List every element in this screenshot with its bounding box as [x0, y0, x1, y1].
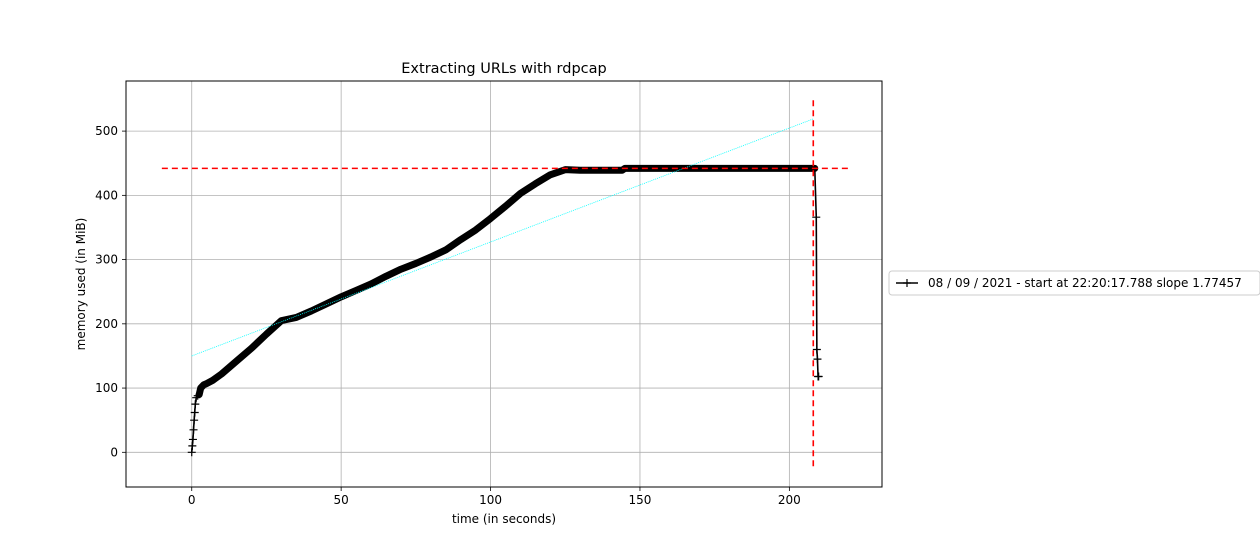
data-point-marker [812, 345, 821, 354]
x-tick-label: 0 [188, 493, 196, 507]
chart-title: Extracting URLs with rdpcap [401, 61, 606, 77]
data-point-marker [189, 425, 198, 434]
x-tick-label: 100 [479, 493, 502, 507]
legend-frame [888, 270, 1260, 296]
y-tick-label: 300 [95, 253, 118, 267]
plot-frame [125, 80, 883, 488]
axis-ticks: 0 50 100 150 200 0 100 200 300 400 500 [95, 124, 801, 507]
data-point-marker [814, 372, 823, 381]
y-tick-label: 100 [95, 381, 118, 395]
data-point-marker [191, 400, 200, 409]
x-axis-label: time (in seconds) [452, 512, 556, 526]
legend-label: 08 / 09 / 2021 - start at 22:20:17.788 s… [928, 276, 1242, 290]
data-point-marker [188, 435, 197, 444]
x-tick-label: 50 [334, 493, 349, 507]
y-tick-label: 200 [95, 317, 118, 331]
y-tick-label: 0 [110, 445, 118, 459]
legend-marker-icon [903, 279, 911, 287]
data-point-marker [813, 355, 822, 364]
y-axis-label: memory used (in MiB) [74, 218, 88, 351]
data-point-marker [812, 213, 821, 222]
trend-line [191, 118, 814, 357]
y-tick-label: 500 [95, 124, 118, 138]
x-tick-label: 150 [629, 493, 652, 507]
data-point-marker [190, 408, 199, 417]
data-point-marker [193, 391, 202, 400]
x-tick-label: 200 [778, 493, 801, 507]
grid [126, 81, 882, 487]
data-point-marker [192, 393, 201, 402]
data-point-marker [190, 416, 199, 425]
plot-area [161, 100, 850, 469]
y-tick-label: 400 [95, 188, 118, 202]
legend: 08 / 09 / 2021 - start at 22:20:17.788 s… [888, 270, 1260, 296]
